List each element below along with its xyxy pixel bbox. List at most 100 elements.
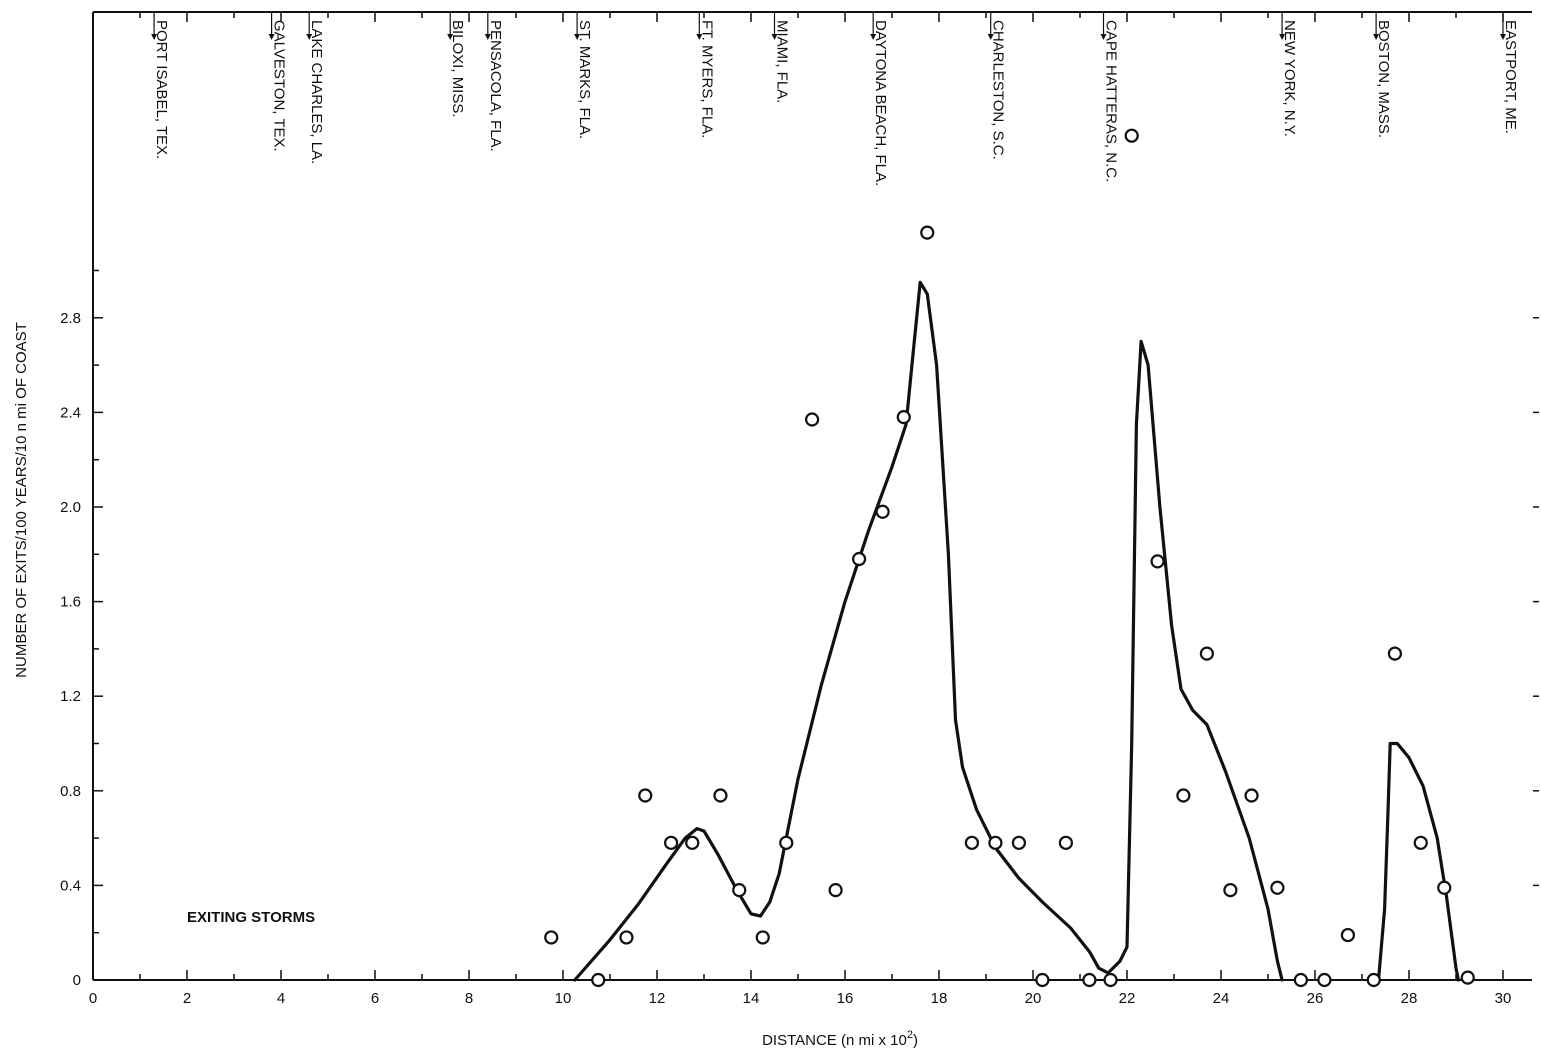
data-point — [988, 835, 1003, 850]
fitted-curves — [573, 280, 1460, 982]
fitted-curve — [573, 280, 1284, 982]
location-arrow — [306, 34, 313, 40]
location-label: DAYTONA BEACH, FLA. — [872, 20, 889, 186]
x-tick-label: 2 — [183, 990, 191, 1007]
data-point — [732, 883, 747, 898]
location-label: MIAMI, FLA. — [774, 20, 791, 103]
data-point — [1199, 646, 1215, 661]
location-arrow — [151, 34, 158, 40]
data-point — [1082, 972, 1097, 988]
data-point — [638, 788, 653, 803]
location-arrow — [1500, 34, 1506, 40]
x-tick-label: 10 — [555, 990, 572, 1007]
data-point — [896, 410, 911, 425]
data-point — [851, 551, 867, 567]
x-tick-label: 30 — [1495, 990, 1512, 1007]
data-point — [1244, 788, 1259, 803]
location-arrow — [987, 34, 994, 40]
location-label: NEW YORK, N.Y. — [1281, 20, 1298, 137]
data-point — [1317, 972, 1332, 988]
x-tick-label: 8 — [465, 990, 473, 1007]
location-arrow — [447, 34, 454, 40]
location-arrow — [1373, 34, 1380, 40]
data-point — [1223, 883, 1238, 898]
x-tick-label: 22 — [1119, 990, 1136, 1007]
x-axis-title-sup: 2 — [907, 1029, 913, 1041]
x-tick-label: 12 — [649, 990, 666, 1007]
y-tick-label: 0.4 — [60, 877, 81, 894]
location-label: LAKE CHARLES, LA. — [308, 20, 325, 164]
data-point — [591, 972, 606, 988]
data-point — [1176, 788, 1191, 803]
data-point — [1035, 972, 1050, 988]
data-point — [685, 835, 700, 850]
x-tick-label: 20 — [1025, 990, 1042, 1007]
data-point — [713, 788, 728, 803]
data-point — [1058, 835, 1074, 850]
data-point — [875, 504, 890, 519]
data-point — [1103, 972, 1118, 988]
data-point — [1011, 835, 1027, 850]
data-point — [804, 412, 820, 427]
location-label: BILOXI, MISS. — [449, 20, 466, 118]
x-tick-label: 4 — [277, 990, 285, 1007]
x-tick-label: 24 — [1213, 990, 1230, 1007]
data-point — [1437, 880, 1452, 895]
location-markers: PORT ISABEL, TEX. GALVESTON, TEX. LAKE CHA… — [151, 12, 1519, 186]
location-label: ST. MARKS, FLA. — [576, 20, 593, 139]
location-label: PORT ISABEL, TEX. — [153, 20, 170, 159]
location-arrow — [1279, 34, 1286, 40]
x-tick-label: 28 — [1401, 990, 1418, 1007]
data-point — [1366, 972, 1381, 988]
location-arrow — [574, 34, 581, 40]
y-tick-label: 1.2 — [60, 688, 81, 705]
y-tick-label: 2.4 — [60, 404, 81, 421]
y-tick-label: 2.0 — [60, 499, 81, 516]
data-point — [920, 225, 935, 240]
data-point — [1387, 646, 1403, 661]
data-point — [619, 930, 634, 945]
location-label: CHARLESTON, S.C. — [990, 20, 1007, 160]
data-point — [828, 883, 843, 898]
x-tick-label: 18 — [931, 990, 948, 1007]
y-tick-label: 0.8 — [60, 783, 81, 800]
location-arrow — [696, 34, 703, 40]
x-tick-label: 6 — [371, 990, 379, 1007]
data-point — [1413, 835, 1428, 850]
x-axis-title-main: DISTANCE (n mi x 10 — [762, 1032, 907, 1049]
location-label: PENSACOLA, FLA. — [487, 20, 504, 152]
data-point — [779, 835, 794, 850]
y-tick-label: 1.6 — [60, 594, 81, 611]
data-point — [1270, 880, 1285, 895]
annotation-exiting-storms: EXITING STORMS — [187, 909, 315, 926]
location-arrow — [870, 34, 877, 40]
y-axis-title: NUMBER OF EXITS/100 YEARS/10 n mi OF COA… — [13, 322, 30, 678]
location-label: GALVESTON, TEX. — [271, 20, 288, 152]
data-points — [544, 128, 1475, 988]
x-tick-label: 14 — [743, 990, 760, 1007]
data-point — [663, 835, 679, 850]
data-point — [1340, 927, 1356, 943]
x-axis-title: DISTANCE (n mi x 102) — [762, 1029, 918, 1049]
y-tick-label: 2.8 — [60, 310, 81, 327]
location-arrow — [771, 34, 778, 40]
location-arrow — [268, 34, 275, 40]
data-point — [1124, 128, 1139, 143]
y-tick-label: 0 — [73, 972, 81, 989]
data-point — [1293, 972, 1309, 988]
data-point — [1460, 970, 1475, 985]
x-tick-label: 0 — [89, 990, 97, 1007]
location-label: BOSTON, MASS. — [1375, 20, 1392, 138]
plot-frame — [92, 11, 1532, 981]
x-tick-label: 16 — [837, 990, 854, 1007]
location-label: EASTPORT, ME. — [1502, 20, 1519, 134]
x-axis-title-close: ) — [913, 1032, 918, 1049]
location-arrow — [484, 34, 491, 40]
data-point — [964, 835, 980, 850]
x-tick-label: 26 — [1307, 990, 1324, 1007]
fitted-curve — [1376, 741, 1460, 982]
location-label: CAPE HATTERAS, N.C. — [1103, 20, 1120, 182]
data-point — [544, 930, 559, 945]
location-label: FT. MYERS, FLA. — [698, 20, 715, 138]
